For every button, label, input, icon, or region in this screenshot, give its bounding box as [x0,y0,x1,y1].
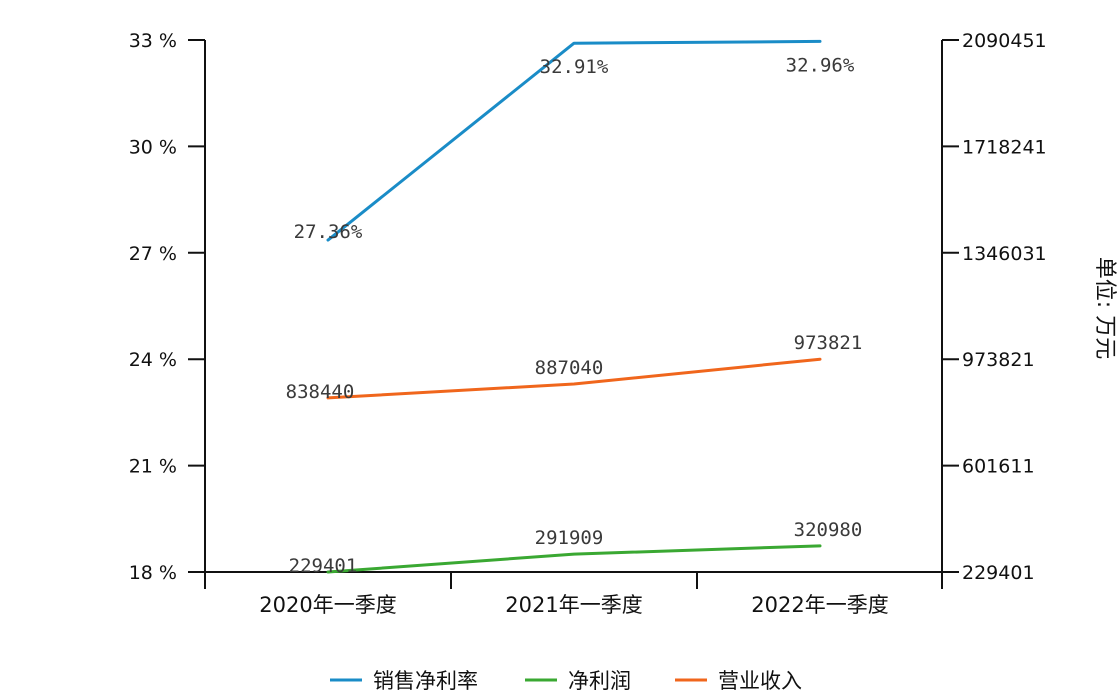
series-lines [326,39,822,574]
x-tick-label: 2022年一季度 [751,593,888,617]
left-axis-ticks: 18 % 21 % 24 % 27 % 30 % 33 % [129,30,205,584]
data-label: 32.91% [540,56,609,78]
data-label: 838440 [286,381,355,403]
data-label: 32.96% [786,54,855,76]
right-tick-label: 1346031 [962,243,1047,265]
right-tick-label: 973821 [962,349,1035,371]
data-label: 291909 [535,527,604,549]
data-label: 973821 [794,332,863,354]
legend-label: 净利润 [568,669,631,692]
x-tick-label: 2020年一季度 [259,593,396,617]
right-tick-label: 229401 [962,562,1035,584]
right-tick-label: 601611 [962,456,1035,478]
legend-label: 销售净利率 [373,669,478,692]
data-label: 229401 [289,555,358,577]
left-tick-label: 24 % [129,349,177,371]
right-axis-unit-label: 单位: 万元 [1092,257,1117,359]
axes [204,40,943,573]
category-axis-ticks: 2020年一季度 2021年一季度 2022年一季度 [204,572,943,617]
legend-label: 营业收入 [718,669,802,692]
left-tick-label: 27 % [129,243,177,265]
left-tick-label: 33 % [129,30,177,52]
series-line-2 [326,544,822,574]
x-tick-label: 2021年一季度 [505,593,642,617]
left-tick-label: 18 % [129,562,177,584]
data-label: 320980 [794,519,863,541]
right-tick-label: 2090451 [962,30,1047,52]
left-tick-label: 30 % [129,136,177,158]
data-label: 27.36% [294,221,363,243]
legend: 销售净利率 净利润 营业收入 [330,669,802,692]
left-tick-label: 21 % [129,456,177,478]
right-tick-label: 1718241 [962,136,1047,158]
right-axis-ticks: 229401 601611 973821 1346031 1718241 2090451 [942,30,1047,584]
data-label: 887040 [535,357,604,379]
series-line-3 [326,357,822,400]
series-line-1 [326,39,822,242]
data-labels: 27.36% 32.91% 32.96% 229401 291909 320980 8384… [286,54,863,577]
